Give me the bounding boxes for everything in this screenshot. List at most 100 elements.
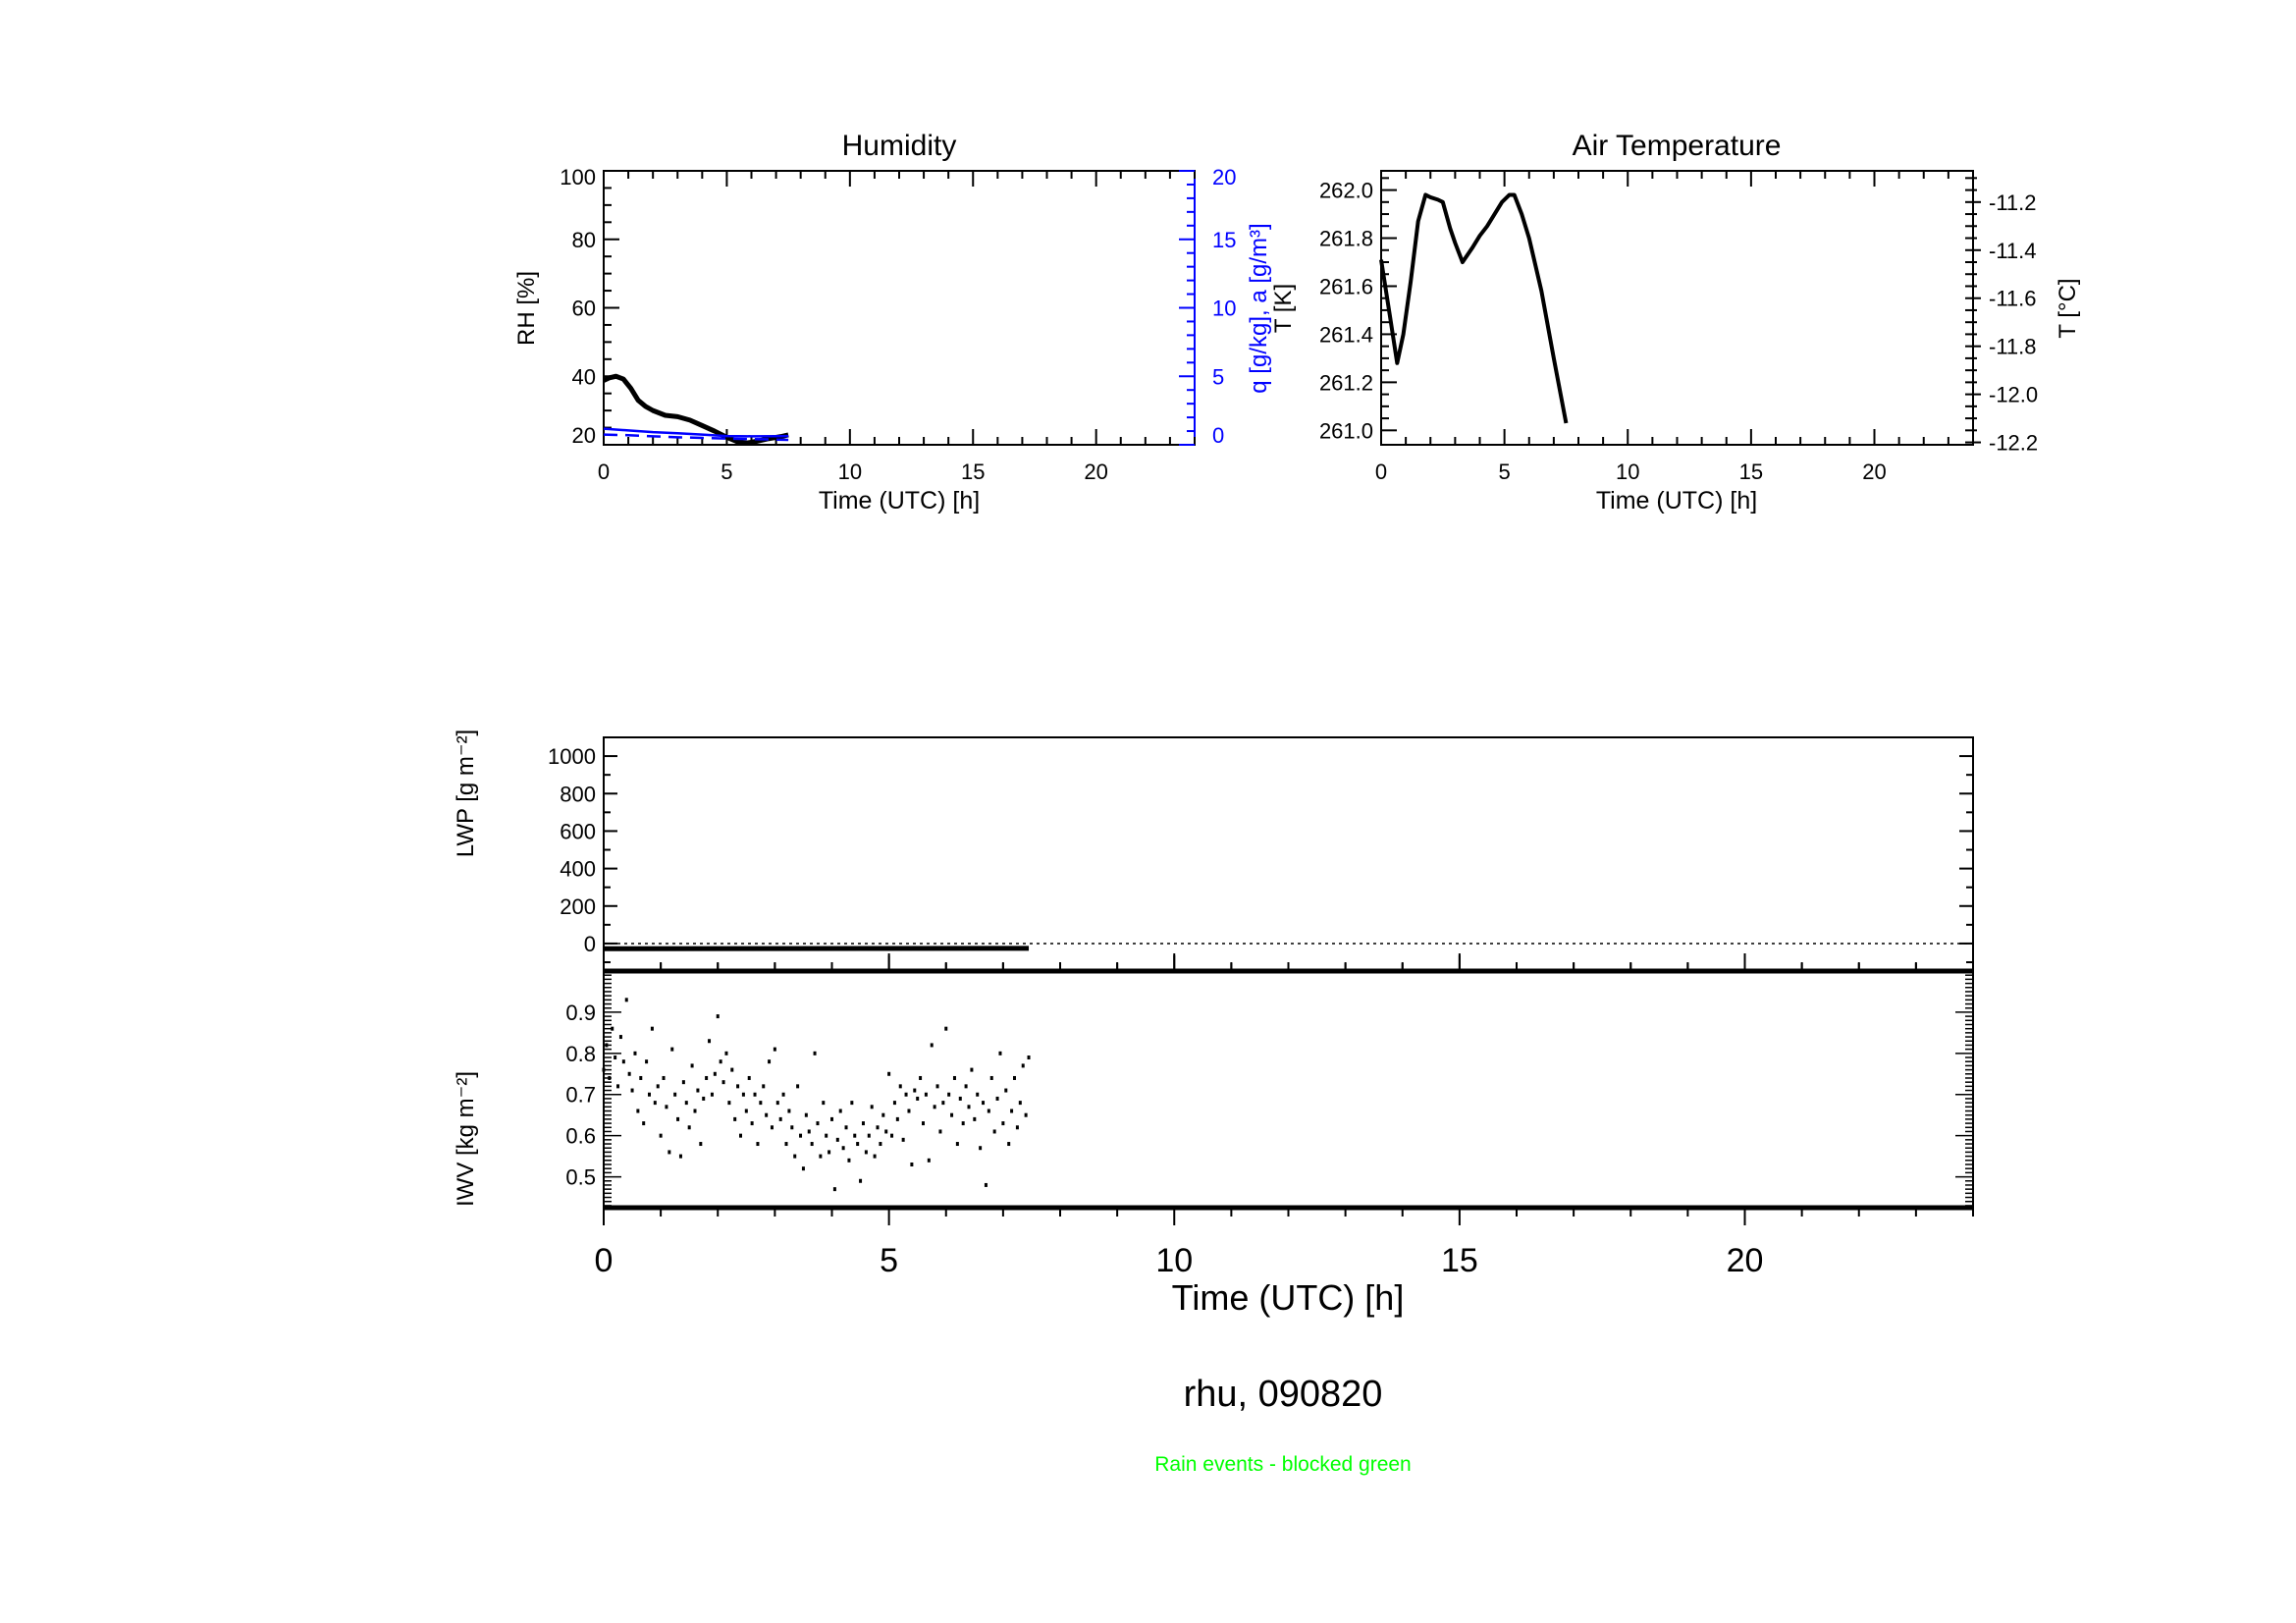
iwv-point bbox=[716, 1014, 720, 1019]
series-q bbox=[603, 427, 789, 438]
x-tick-label: 15 bbox=[961, 460, 985, 484]
y2-axis-label: T [°C] bbox=[2055, 278, 2081, 338]
iwv-point bbox=[822, 1101, 826, 1106]
y2-tick-label: -11.4 bbox=[1989, 239, 2037, 263]
iwv-point bbox=[678, 1154, 682, 1159]
iwv-point bbox=[667, 1150, 671, 1155]
plot-frame bbox=[603, 736, 1974, 972]
iwv-point bbox=[708, 1039, 712, 1044]
iwv-point bbox=[656, 1084, 660, 1089]
iwv-point bbox=[995, 1096, 999, 1101]
y2-tick-label: -12.2 bbox=[1989, 431, 2038, 456]
y-tick-label: 0.5 bbox=[565, 1165, 596, 1190]
iwv-point bbox=[778, 1116, 782, 1121]
iwv-point bbox=[645, 1059, 649, 1064]
iwv-point bbox=[756, 1142, 760, 1147]
iwv-point bbox=[608, 1075, 612, 1080]
lwp-panel: 0 200 400 600 800 1000 LWP [g m⁻²] bbox=[453, 730, 1974, 974]
iwv-point bbox=[919, 1075, 923, 1080]
iwv-point bbox=[693, 1109, 697, 1113]
y-axis-label: IWV [kg m⁻²] bbox=[453, 1071, 479, 1207]
y2-tick-label: -11.6 bbox=[1989, 287, 2037, 311]
iwv-point bbox=[879, 1142, 882, 1147]
iwv-point bbox=[730, 1067, 734, 1072]
iwv-point bbox=[910, 1162, 914, 1166]
x-tick-label: 0 bbox=[598, 460, 610, 484]
iwv-point bbox=[713, 1071, 717, 1076]
series-RH bbox=[602, 373, 789, 446]
x-axis-label: Time (UTC) [h] bbox=[1596, 487, 1757, 514]
rain-note: Rain events - blocked green bbox=[1154, 1453, 1412, 1476]
iwv-point bbox=[611, 1026, 614, 1031]
iwv-point bbox=[992, 1129, 996, 1134]
y-tick-label: 40 bbox=[572, 364, 596, 389]
x-tick-label: 20 bbox=[1084, 460, 1107, 484]
iwv-point bbox=[867, 1133, 871, 1138]
y-axis-label: T [K] bbox=[1270, 284, 1297, 333]
x-tick-label: 10 bbox=[1155, 1242, 1193, 1279]
iwv-point bbox=[970, 1067, 974, 1072]
iwv-point bbox=[765, 1112, 769, 1117]
plot-frame bbox=[1380, 170, 1974, 446]
y-tick-label: 60 bbox=[572, 297, 596, 321]
iwv-point bbox=[784, 1142, 788, 1147]
iwv-point bbox=[719, 1059, 722, 1064]
iwv-point bbox=[947, 1092, 951, 1097]
iwv-point bbox=[605, 1043, 609, 1048]
x-tick-label: 20 bbox=[1727, 1242, 1764, 1279]
iwv-point bbox=[961, 1121, 965, 1126]
iwv-point bbox=[916, 1096, 920, 1101]
iwv-point bbox=[687, 1125, 691, 1130]
iwv-point bbox=[835, 1137, 839, 1142]
iwv-point bbox=[690, 1063, 694, 1068]
iwv-point bbox=[955, 1142, 959, 1147]
iwv-point bbox=[807, 1129, 811, 1134]
iwv-point bbox=[670, 1047, 674, 1052]
iwv-point bbox=[721, 1080, 725, 1085]
iwv-point bbox=[967, 1105, 971, 1109]
iwv-point bbox=[901, 1137, 905, 1142]
iwv-point bbox=[927, 1158, 931, 1163]
iwv-point bbox=[659, 1133, 663, 1138]
iwv-point bbox=[676, 1116, 680, 1121]
iwv-point bbox=[841, 1146, 845, 1151]
iwv-point bbox=[739, 1133, 742, 1138]
iwv-point bbox=[922, 1121, 925, 1126]
iwv-point bbox=[662, 1075, 666, 1080]
x-tick-label: 5 bbox=[1499, 460, 1511, 484]
iwv-point bbox=[1013, 1075, 1016, 1080]
station-date-label: rhu, 090820 bbox=[1184, 1374, 1383, 1415]
x-tick-label: 15 bbox=[1441, 1242, 1478, 1279]
iwv-point bbox=[624, 998, 628, 1002]
iwv-point bbox=[633, 1051, 637, 1055]
iwv-point bbox=[984, 1182, 988, 1187]
plot-frame bbox=[603, 170, 1196, 446]
iwv-point bbox=[838, 1109, 842, 1113]
iwv-point bbox=[950, 1112, 954, 1117]
iwv-point bbox=[1007, 1142, 1011, 1147]
iwv-point bbox=[982, 1101, 986, 1106]
iwv-point bbox=[989, 1075, 993, 1080]
iwv-point bbox=[804, 1112, 808, 1117]
iwv-point bbox=[853, 1133, 857, 1138]
y-tick-label: 261.2 bbox=[1319, 370, 1373, 395]
iwv-point bbox=[941, 1101, 945, 1106]
iwv-point bbox=[887, 1071, 891, 1076]
y-tick-label: 261.4 bbox=[1319, 322, 1373, 347]
iwv-point bbox=[1021, 1063, 1025, 1068]
iwv-point bbox=[844, 1125, 848, 1130]
y-tick-label: 100 bbox=[560, 165, 596, 189]
y-tick-label: 261.8 bbox=[1319, 227, 1373, 251]
iwv-point bbox=[630, 1088, 634, 1093]
y-tick-label: 261.0 bbox=[1319, 418, 1373, 443]
iwv-point bbox=[907, 1109, 911, 1113]
iwv-point bbox=[979, 1146, 983, 1151]
iwv-point bbox=[1004, 1088, 1008, 1093]
iwv-point bbox=[790, 1125, 794, 1130]
chart-title: Humidity bbox=[842, 130, 957, 162]
iwv-point bbox=[1027, 1055, 1031, 1060]
iwv-point bbox=[1024, 1112, 1028, 1117]
iwv-point bbox=[699, 1142, 703, 1147]
iwv-point bbox=[736, 1084, 740, 1089]
